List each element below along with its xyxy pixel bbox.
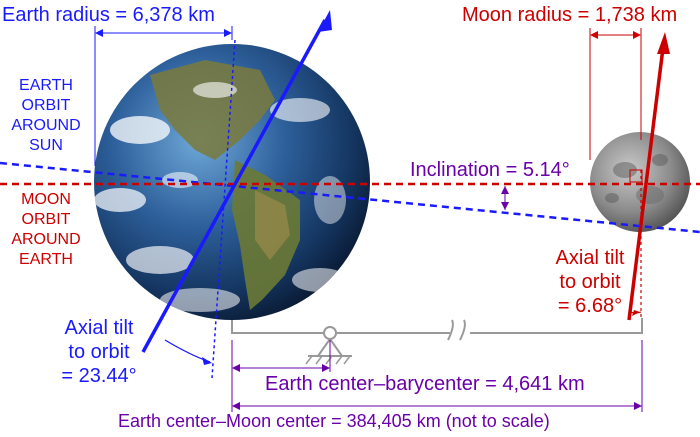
inclination-label: Inclination = 5.14° <box>410 159 570 181</box>
moon-radius-label: Moon radius = 1,738 km <box>462 4 678 26</box>
earth-orbit-label-2: ORBIT <box>21 97 71 114</box>
inclination-marker <box>501 186 509 210</box>
moon-tilt-label-1: Axial tilt <box>555 247 625 269</box>
earth-globe <box>94 44 370 320</box>
earth-orbit-label-1: EARTH <box>19 77 73 94</box>
earth-moon-distance-measure <box>232 340 643 412</box>
barycenter-label: Earth center–barycenter = 4,641 km <box>265 373 585 395</box>
moon-orbit-label-4: EARTH <box>19 251 73 268</box>
moon-tilt-label-2: to orbit <box>559 271 621 293</box>
earth-axis-arrowhead <box>318 10 332 32</box>
earth-radius-bracket <box>94 26 233 166</box>
earth-tilt-label-2: to orbit <box>68 341 130 363</box>
barycenter-measure <box>231 340 331 412</box>
moon-tilt-arrowhead <box>632 310 640 316</box>
moon-tilt-label-3: = 6.68° <box>557 295 623 317</box>
earth-orbit-label-3: AROUND <box>11 117 81 134</box>
earth-tilt-arrowhead <box>202 357 212 365</box>
moon-right-angle-mark <box>629 169 643 183</box>
moon-orbit-label-2: ORBIT <box>21 211 71 228</box>
moon-radius-bracket <box>589 28 642 160</box>
earth-radius-label: Earth radius = 6,378 km <box>2 4 215 26</box>
earth-tilt-label-1: Axial tilt <box>64 317 134 339</box>
earth-axis-line <box>141 19 327 353</box>
moon-orbit-label-1: MOON <box>21 191 71 208</box>
earth-tilt-label-3: = 23.44° <box>61 365 137 387</box>
earth-moon-distance-label: Earth center–Moon center = 384,405 km (n… <box>118 411 550 431</box>
earth-normal-line <box>211 39 236 379</box>
moon-axis-arrowhead <box>657 32 670 54</box>
barycenter-fulcrum <box>305 326 352 365</box>
earth-moon-baseline <box>231 318 643 341</box>
moon-axis-line <box>627 39 666 321</box>
moon-orbit-label-3: AROUND <box>11 231 81 248</box>
earth-orbit-label-4: SUN <box>29 137 63 154</box>
earth-orbit-line <box>0 161 700 234</box>
